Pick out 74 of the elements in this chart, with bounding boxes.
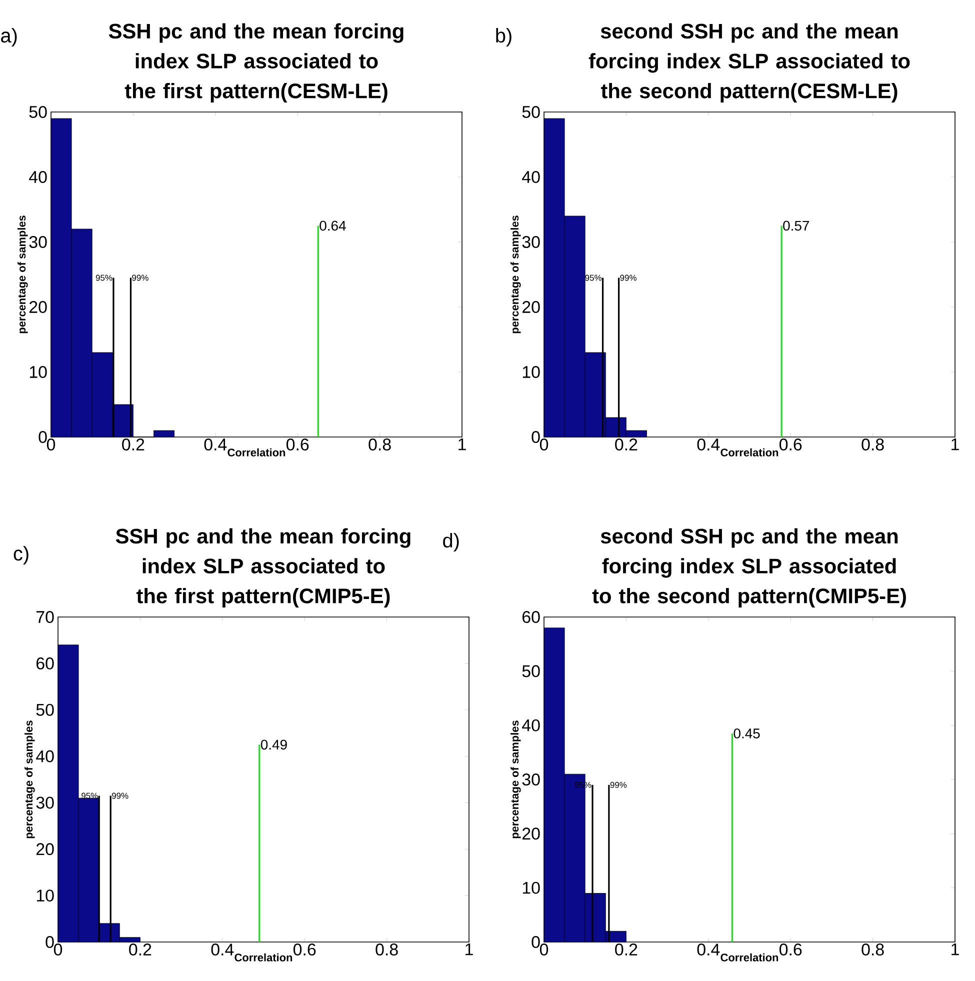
- y-axis-title: percentage of samples: [18, 216, 28, 334]
- text: c): [14, 546, 28, 565]
- x-axis-title: Correlation: [720, 448, 778, 456]
- annotation: 0.49: [260, 740, 287, 750]
- annotation: 99%: [620, 274, 636, 281]
- text: d): [443, 532, 459, 552]
- y-tick-label: 10: [522, 366, 540, 378]
- y-tick-label: 30: [36, 796, 54, 809]
- annotation: 99%: [132, 274, 148, 281]
- x-tick-label: 1: [952, 438, 959, 450]
- x-tick-label: 0.8: [368, 438, 391, 451]
- y-tick-label: 40: [29, 170, 47, 183]
- y-tick-label: 40: [522, 719, 540, 732]
- y-tick-label: 10: [36, 890, 54, 902]
- text: b): [496, 28, 512, 47]
- y-axis-title: percentage of samples: [510, 216, 521, 334]
- annotation: 95%: [96, 274, 112, 281]
- x-tick-label: 0.4: [697, 944, 720, 956]
- annotation: 99%: [112, 792, 128, 799]
- y-tick-label: 20: [36, 843, 54, 856]
- x-tick-label: 0.2: [129, 944, 152, 956]
- x-tick-label: 0.2: [615, 438, 638, 451]
- x-tick-label: 0.4: [211, 944, 234, 956]
- annotation: 0.45: [734, 728, 760, 738]
- x-tick-label: 0.6: [286, 438, 309, 451]
- text: a): [1, 28, 17, 47]
- x-tick-label: 1: [458, 438, 466, 450]
- y-tick-label: 50: [522, 106, 540, 118]
- y-tick-label: 50: [36, 704, 54, 716]
- y-tick-label: 20: [522, 828, 540, 840]
- x-tick-label: 0.8: [862, 944, 884, 956]
- y-tick-label: 30: [522, 236, 540, 248]
- x-tick-label: 0.2: [122, 438, 144, 451]
- x-tick-label: 1: [952, 944, 959, 956]
- x-tick-label: 0.8: [376, 944, 398, 956]
- x-tick-label: 0.4: [204, 438, 227, 451]
- y-tick-label: 10: [522, 882, 540, 894]
- y-tick-label: 60: [36, 657, 54, 670]
- x-axis-title: Correlation: [228, 448, 286, 456]
- x-tick-label: 0.4: [697, 438, 720, 451]
- x-tick-label: 0.8: [862, 438, 884, 451]
- y-tick-label: 40: [36, 750, 54, 762]
- chart-title: second SSH pc and the mean forcing index SLP associated to the second pattern(CMIP5-E): [592, 528, 906, 608]
- y-tick-label: 30: [522, 774, 540, 786]
- x-tick-label: 0.6: [779, 944, 802, 956]
- x-axis-title: Correlation: [234, 953, 292, 962]
- x-axis-title: Correlation: [720, 953, 778, 962]
- chart-title: SSH pc and the mean forcing index SLP associated to the first pattern(CESM-LE): [108, 23, 404, 102]
- y-tick-label: 20: [522, 300, 540, 313]
- y-tick-label: 60: [522, 611, 540, 624]
- y-tick-label: 10: [30, 366, 47, 378]
- x-tick-label: 0: [540, 438, 548, 451]
- annotation: 0.64: [320, 220, 346, 231]
- annotation: 99%: [610, 782, 627, 788]
- y-axis-title: percentage of samples: [24, 720, 35, 838]
- y-tick-label: 30: [29, 236, 47, 248]
- annotation: 95%: [82, 792, 98, 799]
- y-tick-label: 50: [522, 665, 540, 678]
- x-tick-label: 0.6: [293, 944, 316, 956]
- x-tick-label: 0.6: [779, 438, 802, 451]
- y-tick-label: 70: [36, 611, 54, 624]
- x-tick-label: 0.2: [615, 944, 638, 956]
- x-tick-label: 0: [540, 944, 548, 956]
- y-axis-title: percentage of samples: [510, 720, 521, 838]
- y-tick-label: 20: [30, 300, 47, 313]
- x-tick-label: 0: [54, 944, 62, 956]
- y-tick-label: 40: [522, 170, 540, 183]
- annotation: 0.57: [783, 220, 810, 231]
- y-tick-label: 50: [29, 106, 47, 118]
- x-tick-label: 1: [466, 944, 473, 956]
- y-tick-label: 0: [46, 936, 54, 948]
- y-tick-label: 0: [532, 936, 540, 948]
- chart-title: second SSH pc and the mean forcing index SLP associated to the second pattern(CESM-LE): [588, 23, 910, 102]
- chart-title: SSH pc and the mean forcing index SLP associated to the first pattern(CMIP5-E): [116, 528, 410, 608]
